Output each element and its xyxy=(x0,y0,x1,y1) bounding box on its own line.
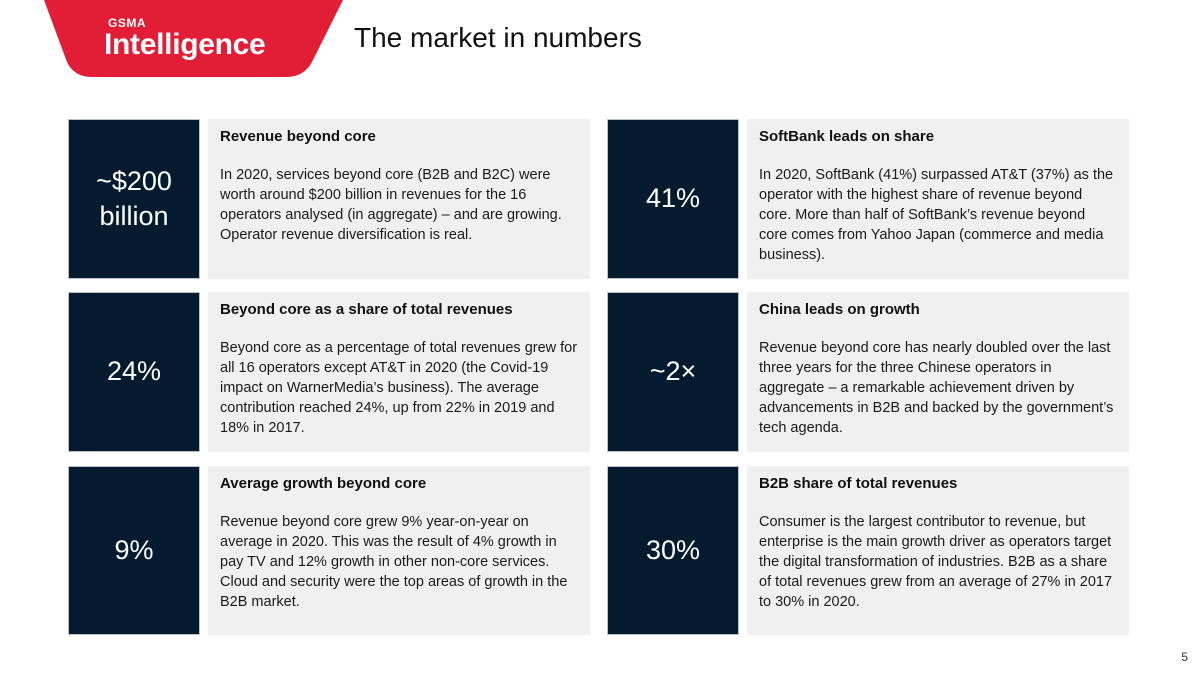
stat-value: 24% xyxy=(68,292,200,452)
stat-description: Average growth beyond core Revenue beyon… xyxy=(208,466,590,635)
card-title: Average growth beyond core xyxy=(220,475,427,492)
stat-card: ~$200 billion Revenue beyond core In 202… xyxy=(68,119,590,281)
stat-card: 41% SoftBank leads on share In 2020, Sof… xyxy=(607,119,1129,281)
card-title: SoftBank leads on share xyxy=(759,128,935,145)
card-body: In 2020, services beyond core (B2B and B… xyxy=(220,167,562,243)
stat-card: ~2× China leads on growth Revenue beyond… xyxy=(607,292,1129,454)
stat-description: B2B share of total revenues Consumer is … xyxy=(747,466,1129,635)
card-body: Consumer is the largest contributor to r… xyxy=(759,514,1113,610)
card-body: Revenue beyond core has nearly doubled o… xyxy=(759,340,1114,436)
stat-value: 30% xyxy=(607,466,739,635)
stat-value: ~$200 billion xyxy=(68,119,200,279)
stat-description: Beyond core as a share of total revenues… xyxy=(208,292,590,452)
gsma-intelligence-logo: GSMA Intelligence xyxy=(0,0,360,78)
card-body: Beyond core as a percentage of total rev… xyxy=(220,340,578,436)
stat-value: 41% xyxy=(607,119,739,279)
card-title: China leads on growth xyxy=(759,301,920,318)
logo-banner-shape xyxy=(44,0,343,77)
page-title: The market in numbers xyxy=(354,22,642,53)
stat-description: China leads on growth Revenue beyond cor… xyxy=(747,292,1129,452)
page-number: 5 xyxy=(1181,650,1188,664)
stat-card: 24% Beyond core as a share of total reve… xyxy=(68,292,590,454)
logo-intelligence-text: Intelligence xyxy=(104,28,266,61)
card-body: Revenue beyond core grew 9% year-on-year… xyxy=(220,514,568,610)
card-title: Beyond core as a share of total revenues xyxy=(220,301,513,318)
card-body: In 2020, SoftBank (41%) surpassed AT&T (… xyxy=(759,167,1114,263)
card-title: Revenue beyond core xyxy=(220,128,376,145)
stat-value: ~2× xyxy=(607,292,739,452)
logo-gsma-text: GSMA xyxy=(108,16,146,30)
card-title: B2B share of total revenues xyxy=(759,475,958,492)
stat-value: 9% xyxy=(68,466,200,635)
stat-card: 30% B2B share of total revenues Consumer… xyxy=(607,466,1129,635)
stat-description: Revenue beyond core In 2020, services be… xyxy=(208,119,590,279)
stat-card: 9% Average growth beyond core Revenue be… xyxy=(68,466,590,635)
stat-description: SoftBank leads on share In 2020, SoftBan… xyxy=(747,119,1129,279)
